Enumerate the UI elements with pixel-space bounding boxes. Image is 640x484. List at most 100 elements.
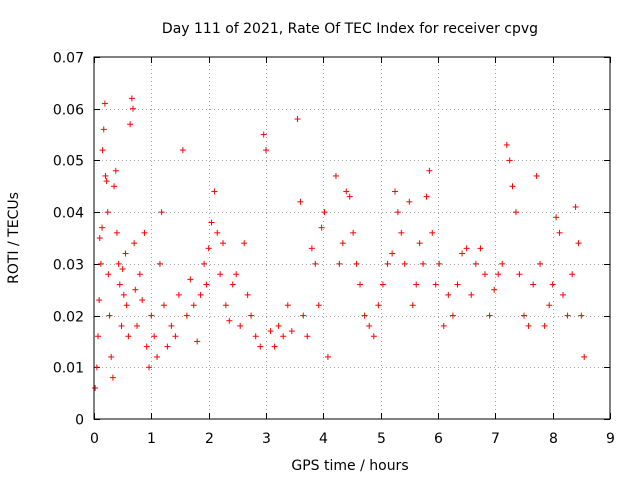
data-point [361, 312, 368, 319]
data-point [164, 343, 171, 350]
data-point [179, 147, 186, 154]
data-point [226, 317, 233, 324]
x-tick-label: 9 [606, 431, 615, 447]
data-point [129, 105, 136, 112]
data-point [394, 209, 401, 216]
data-point [420, 260, 427, 267]
data-point [104, 209, 111, 216]
data-point [284, 302, 291, 309]
data-point [139, 297, 146, 304]
data-point [99, 224, 106, 231]
data-point [201, 260, 208, 267]
x-tick-label: 6 [434, 431, 443, 447]
x-tick-label: 1 [147, 431, 156, 447]
data-point [134, 322, 140, 329]
data-point [205, 245, 212, 252]
data-point [108, 353, 115, 360]
y-tick-label: 0.03 [53, 258, 84, 274]
data-point [423, 193, 430, 200]
data-point [267, 328, 274, 335]
data-point [128, 95, 135, 102]
data-point [581, 353, 588, 360]
data-point [113, 229, 120, 236]
data-point [379, 281, 386, 288]
data-point [106, 312, 113, 319]
data-point [280, 333, 287, 340]
data-point [398, 229, 405, 236]
data-point [300, 312, 307, 319]
data-point [244, 291, 251, 298]
data-point [220, 240, 226, 247]
data-point [111, 183, 118, 190]
data-point [112, 167, 119, 174]
data-point [294, 116, 301, 123]
data-point [389, 250, 396, 257]
data-point [288, 328, 295, 335]
data-point [468, 291, 475, 298]
data-point [366, 322, 373, 329]
data-point [260, 131, 267, 138]
data-point [416, 240, 423, 247]
data-point [100, 126, 107, 133]
data-point [357, 281, 364, 288]
data-point [263, 147, 269, 154]
x-tick-label: 2 [205, 431, 214, 447]
data-point [252, 333, 259, 340]
plot-border [93, 56, 611, 420]
data-point [96, 297, 103, 304]
data-point [491, 286, 498, 293]
data-point [248, 312, 255, 319]
data-point [103, 178, 110, 185]
data-point [115, 260, 122, 267]
data-point [449, 312, 456, 319]
data-point [275, 322, 282, 329]
data-point [141, 229, 148, 236]
x-tick-label: 3 [262, 431, 271, 447]
data-point [541, 322, 548, 329]
data-point [445, 291, 452, 298]
data-point [116, 281, 123, 288]
data-point [102, 172, 109, 179]
data-point [208, 219, 215, 226]
data-point [495, 271, 502, 278]
data-point [97, 260, 104, 267]
data-point [413, 281, 420, 288]
data-point [384, 260, 391, 267]
data-points [92, 95, 588, 391]
data-point [146, 364, 153, 371]
data-point [136, 271, 143, 278]
data-point [537, 260, 544, 267]
data-point [553, 214, 560, 221]
data-point [233, 271, 240, 278]
y-tick-label: 0.07 [53, 51, 84, 67]
data-point [506, 157, 513, 164]
data-point [530, 281, 537, 288]
data-point [118, 322, 125, 329]
data-point [125, 333, 132, 340]
data-point [533, 172, 540, 179]
y-tick-label: 0 [75, 413, 84, 429]
data-point [549, 281, 556, 288]
data-point [516, 271, 523, 278]
data-point [308, 245, 315, 252]
data-point [332, 172, 339, 179]
data-point [175, 291, 182, 298]
data-point [95, 333, 102, 340]
data-point [375, 302, 382, 309]
data-point [211, 188, 218, 195]
grid-lines [94, 57, 610, 419]
y-tick-labels: 0 0.01 0.02 0.03 0.04 0.05 0.06 0.07 [53, 51, 84, 429]
y-tick-label: 0.01 [53, 361, 84, 377]
data-point [321, 209, 328, 216]
data-point [190, 302, 197, 309]
data-point [151, 333, 158, 340]
y-tick-label: 0.05 [53, 154, 84, 170]
x-tick-label: 4 [319, 431, 328, 447]
data-point [123, 302, 130, 309]
data-point [101, 100, 108, 107]
data-point [578, 312, 585, 319]
data-point [472, 260, 479, 267]
data-point [406, 198, 413, 205]
data-point [99, 147, 106, 154]
x-tick-label: 8 [549, 431, 558, 447]
